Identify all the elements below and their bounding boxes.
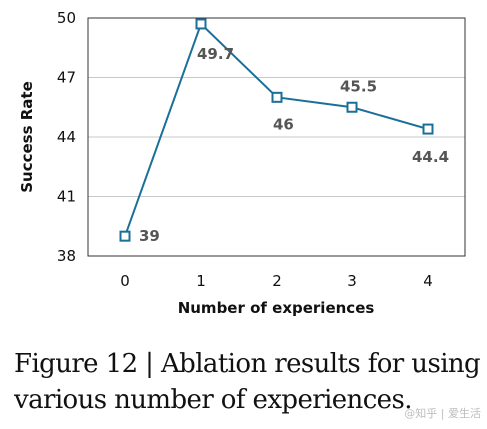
y-tick-label: 47 [57,69,76,87]
y-tick-label: 41 [57,188,76,206]
x-tick-label: 3 [347,272,357,290]
x-tick-label: 0 [120,272,130,290]
y-tick-labels: 38 41 44 47 50 [57,9,76,265]
series-line [119,18,434,242]
x-tick-label: 4 [423,272,433,290]
x-tick-labels: 0 1 2 3 4 [120,272,433,290]
caption-line-2: various number of experiences. [14,385,412,415]
line-chart: 38 41 44 47 50 0 1 2 3 4 39 49.7 46 45.5 44.4 Succes… [18,9,466,317]
data-label: 45.5 [340,77,377,95]
data-point-marker [422,123,434,135]
data-label: 46 [273,115,294,133]
data-label: 49.7 [197,45,234,63]
plot-frame [87,17,466,257]
data-label: 44.4 [412,148,449,166]
x-tick-label: 2 [272,272,282,290]
data-point-marker [346,101,358,113]
grid-lines [88,77,465,197]
y-axis-title: Success Rate [18,81,36,193]
y-tick-label: 44 [57,128,76,146]
x-axis-title: Number of experiences [178,299,375,317]
caption-line-1: Figure 12 | Ablation results for using [14,349,481,379]
y-tick-label: 38 [57,247,76,265]
data-labels: 39 49.7 46 45.5 44.4 [139,45,449,245]
data-point-marker [119,230,131,242]
data-point-marker [195,18,207,30]
x-tick-label: 1 [196,272,206,290]
data-label: 39 [139,227,160,245]
watermark: @知乎 | 爱生活 [404,407,481,420]
figure-caption: Figure 12 | Ablation results for using v… [14,346,484,418]
y-tick-label: 50 [57,9,76,27]
data-point-marker [271,91,283,103]
